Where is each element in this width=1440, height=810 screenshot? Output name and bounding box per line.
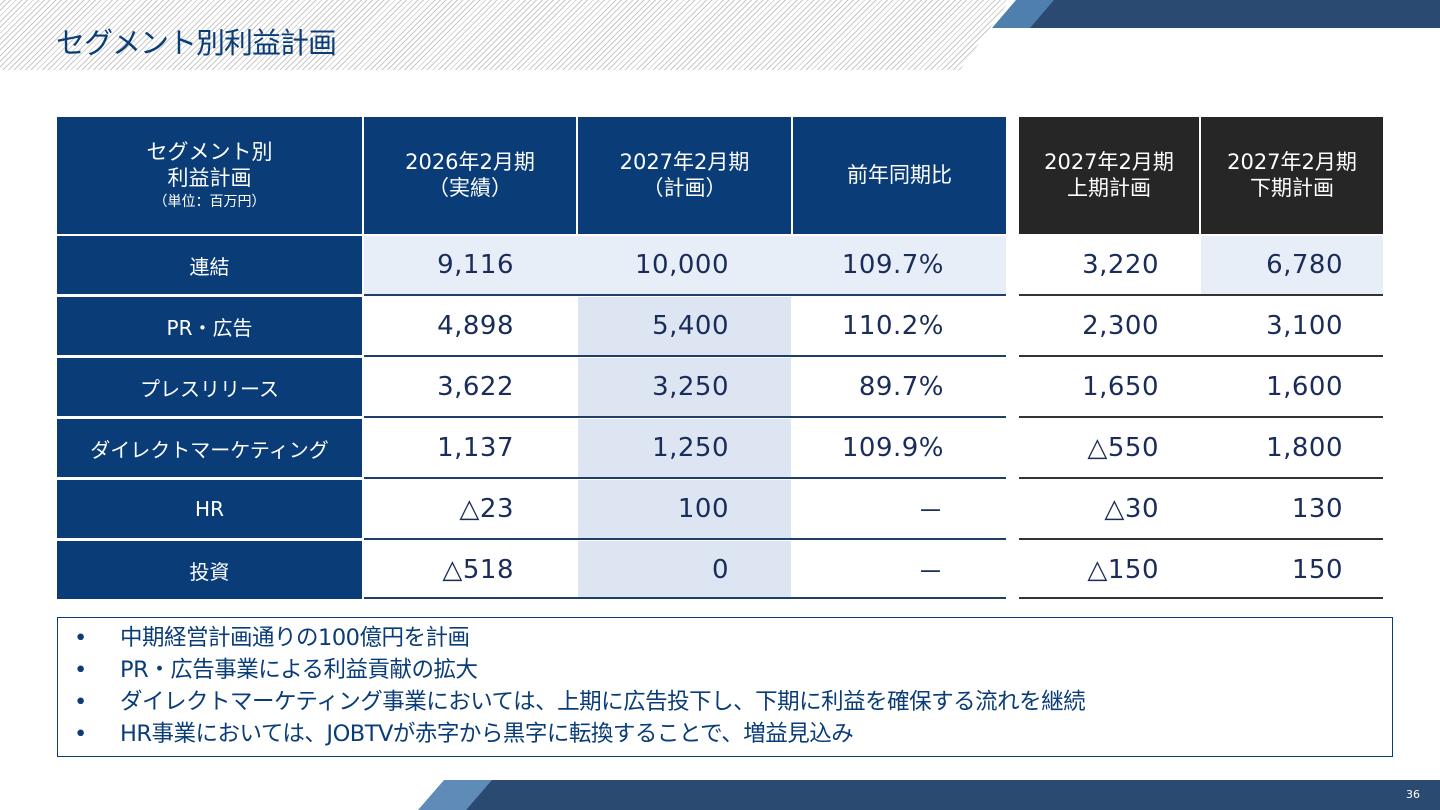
cell-plan-2027: 3,250 [652,372,729,402]
cell-h1: 2,300 [1082,311,1159,341]
cell-plan-2027: 5,400 [652,311,729,341]
row-label-press-release: プレスリリース [57,358,362,416]
header-fy2026-line2: （実績） [428,175,512,200]
header-fy2027-h1: 2027年2月期 上期計画 [1019,117,1199,234]
cell-h2: 3,100 [1266,311,1343,341]
cell-actual-2026: 1,137 [437,433,514,463]
cell-plan-2027: 1,250 [652,433,729,463]
cell-h2: 1,600 [1266,372,1343,402]
row-divider [1019,416,1383,418]
row-highlight-consolidated [364,236,1006,294]
cell-h1: △550 [1087,433,1159,463]
header-h1-line1: 2027年2月期 [1044,150,1174,175]
cell-actual-2026: 9,116 [437,250,514,280]
note-item: PR・広告事業による利益貢献の拡大 [68,654,1392,686]
cell-actual-2026: 3,622 [437,372,514,402]
cell-plan-2027: 0 [711,555,729,585]
cell-actual-2026: △518 [442,555,514,585]
cell-actual-2026: 4,898 [437,311,514,341]
header-divider [791,117,793,234]
cell-h1: △30 [1104,494,1159,524]
cell-plan-2027: 10,000 [635,250,729,280]
cell-yoy: 109.7% [841,250,944,280]
plan-column-highlight [578,480,791,538]
cell-h1: △150 [1087,555,1159,585]
top-right-accent-dark [1030,0,1440,28]
cell-h2: 1,800 [1266,433,1343,463]
cell-plan-2027: 100 [677,494,729,524]
header-fy2026-line1: 2026年2月期 [405,150,535,175]
header-fy2026-actual-text: 2026年2月期 （実績） [364,117,576,234]
cell-h2: 130 [1291,494,1343,524]
row-divider [364,538,1006,540]
note-item: HR事業においては、JOBTVが赤字から黒字に転換することで、増益見込み [68,718,1392,750]
cell-h1: 1,650 [1082,372,1159,402]
cell-yoy: 109.9% [841,433,944,463]
cell-yoy: － [917,557,944,588]
header-h2-line1: 2027年2月期 [1227,150,1357,175]
cell-yoy: － [917,496,944,527]
header-yoy-label: 前年同期比 [847,162,952,187]
plan-column-highlight [578,419,791,477]
row-label-pr-ads: PR・広告 [57,297,362,355]
notes-box: 中期経営計画通りの100億円を計画 PR・広告事業による利益貢献の拡大 ダイレク… [57,617,1393,757]
note-item: ダイレクトマーケティング事業においては、上期に広告投下し、下期に利益を確保する流… [68,686,1392,718]
row-divider [364,477,1006,479]
row-divider [364,416,1006,418]
header-segment-line2: 利益計画 [167,165,252,190]
plan-column-highlight [578,541,791,598]
cell-h2: 6,780 [1266,250,1343,280]
plan-column-highlight [578,297,791,355]
row-divider [1019,597,1383,599]
header-fy2027-line1: 2027年2月期 [619,150,750,175]
header-h2-line2: 下期計画 [1250,175,1334,200]
header-divider [576,117,578,234]
row-label-hr: HR [57,480,362,538]
header-fy2026-actual [364,117,1006,234]
header-h1-line2: 上期計画 [1067,175,1151,200]
page-title: セグメント別利益計画 [56,26,337,60]
cell-h1: 3,220 [1082,250,1159,280]
header-fy2027-line2: （計画） [642,175,727,200]
row-label-consolidated: 連結 [57,236,362,294]
row-divider [364,597,1006,599]
note-item: 中期経営計画通りの100億円を計画 [68,622,1392,654]
cell-yoy: 89.7% [858,372,944,402]
header-yoy: 前年同期比 [793,117,1006,234]
row-divider [1019,538,1383,540]
row-divider [1019,294,1383,296]
header-segment-line1: セグメント別 [146,140,273,165]
header-fy2027-plan: 2027年2月期 （計画） [578,117,791,234]
plan-column-highlight [578,358,791,416]
row-divider [1019,355,1383,357]
row-divider [364,294,1006,296]
row-divider [1019,477,1383,479]
header-segment: セグメント別 利益計画 （単位：百万円） [57,117,362,234]
title-hatch-background [0,0,1010,70]
row-divider [364,355,1006,357]
header-unit-note: （単位：百万円） [153,193,266,210]
bottom-accent-dark [466,780,1440,810]
page-number: 36 [1406,788,1420,801]
cell-yoy: 110.2% [841,311,944,341]
cell-actual-2026: △23 [459,494,514,524]
row-highlight-consolidated-halves [1201,236,1383,294]
header-fy2027-h2: 2027年2月期 下期計画 [1201,117,1383,234]
row-label-investment: 投資 [57,541,362,599]
cell-h2: 150 [1291,555,1343,585]
row-label-direct-marketing: ダイレクトマーケティング [57,419,362,477]
